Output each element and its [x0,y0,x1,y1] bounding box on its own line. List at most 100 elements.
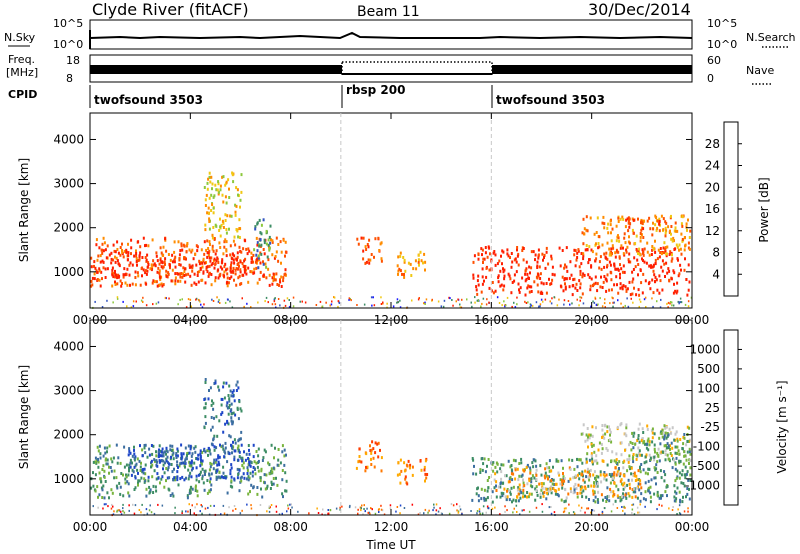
velocity-cell [266,510,268,513]
power-cell [660,298,662,301]
power-cell [212,195,215,199]
power-cell [99,284,102,288]
power-cell [641,291,644,295]
velocity-cell [675,456,678,460]
velocity-cell [472,472,475,476]
power-cell [242,273,245,277]
power-cell [271,239,274,243]
velocity-cell [185,476,187,480]
velocity-cell [459,508,462,511]
power-cell [224,219,227,222]
power-cell [95,238,98,242]
velocity-cell [530,477,533,481]
power-cell [315,304,318,306]
power-cell [262,274,265,278]
velocity-cell [97,449,100,453]
velocity-cell [230,419,233,423]
power-cell [211,262,214,265]
velocity-cell [160,477,163,481]
velocity-cell [528,510,531,513]
power-cell [675,291,678,295]
power-cell [589,216,592,220]
velocity-cell [526,495,528,499]
power-cell [483,279,485,283]
power-cell [227,178,230,182]
velocity-cell [187,468,190,472]
power-cell [667,225,670,229]
velocity-cell [548,469,551,473]
velocity-cell [579,491,582,495]
power-cell [253,267,256,271]
power-cell [514,257,517,261]
velocity-cell [208,468,211,472]
power-cell [204,281,207,285]
power-cell [424,301,426,304]
power-cell [98,267,101,271]
power-cell [605,277,608,281]
velocity-cell [629,467,632,471]
power-cell [321,305,324,308]
velocity-cell [651,436,654,440]
velocity-cell [644,505,646,508]
velocity-cell [223,455,226,459]
power-cell [154,264,157,268]
power-cell [273,275,275,279]
power-cell [640,228,643,232]
power-cell [277,259,280,263]
power-cell [152,303,154,306]
velocity-cell [644,455,647,459]
velocity-cell [609,433,611,437]
velocity-cell [151,452,154,456]
velocity-cell [432,509,434,512]
power-cell [113,249,116,253]
velocity-cell [554,492,557,496]
velocity-cell [155,459,158,463]
velocity-cell [223,396,226,400]
power-cell [190,305,192,308]
power-cell [521,276,524,280]
velocity-cell [270,480,273,484]
velocity-panel: 00:00 04:00 08:00 12:00 16:00 20:00 00:0010002… [17,319,709,552]
velocity-cell [483,498,486,502]
power-cell [195,282,198,286]
velocity-cell [100,480,103,484]
power-cell [222,221,225,225]
velocity-cell [673,484,676,488]
power-cell [608,260,611,264]
velocity-cell [253,460,256,464]
power-cell [482,261,484,264]
power-cell [595,303,598,306]
power-cell [167,253,170,256]
velocity-cell [647,437,650,441]
velocity-cell [233,455,236,459]
velocity-cell [270,504,273,506]
velocity-cell [234,413,237,417]
velocity-cell [129,461,132,465]
power-cell [171,268,174,272]
power-cell [664,246,667,249]
velocity-cell [196,494,199,498]
velocity-cell [494,465,497,469]
power-cell [102,249,105,253]
velocity-cell [103,475,106,479]
power-cell [500,254,502,258]
velocity-cell [508,480,511,484]
power-cell [231,269,234,273]
power-cell [396,301,398,304]
velocity-cell [573,512,576,515]
velocity-cell [241,509,243,512]
power-cell [619,246,622,250]
power-cell [203,303,205,306]
power-cell [488,268,491,272]
velocity-cell [165,452,167,456]
power-cell [274,297,276,300]
velocity-cell [150,459,153,463]
velocity-cell [92,471,94,475]
power-cell [114,280,116,284]
power-cell [117,262,120,266]
power-cell [238,245,241,249]
power-cell [684,303,687,306]
velocity-cell [377,455,380,459]
velocity-cell [111,460,114,464]
power-cell [459,303,461,306]
